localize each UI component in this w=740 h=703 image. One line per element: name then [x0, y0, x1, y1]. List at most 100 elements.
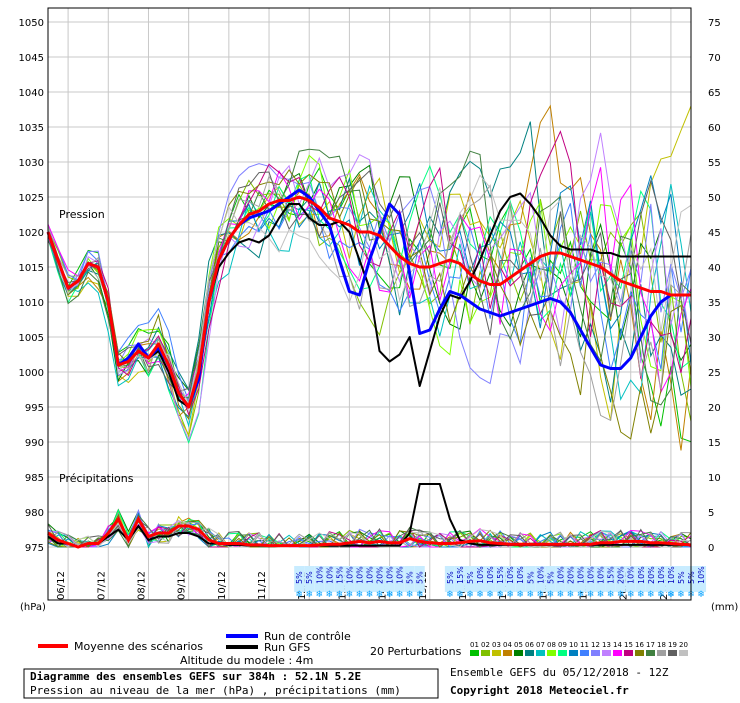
pressure-panel-label: Pression: [59, 208, 105, 221]
perturbation-swatch: [580, 650, 589, 656]
snow-percent: 5%: [466, 571, 475, 584]
precip-tick-label: 45: [708, 228, 721, 239]
perturbation-id: 11: [580, 641, 589, 649]
snow-percent: 5%: [526, 571, 535, 584]
snow-percent: 10%: [486, 566, 495, 584]
pressure-tick-label: 990: [25, 438, 44, 449]
snow-cell: [334, 566, 345, 592]
snow-cell: [314, 566, 325, 592]
snowflake-icon: ❄: [677, 590, 685, 600]
member-line: [47, 104, 692, 451]
perturbation-id: 04: [503, 641, 512, 649]
snow-percent: 20%: [617, 566, 626, 584]
pressure-tick-label: 1030: [19, 158, 44, 169]
perturbation-swatch: [613, 650, 622, 656]
snow-cell: [475, 566, 486, 592]
pressure-tick-label: 1010: [19, 298, 44, 309]
snow-cell: [414, 566, 425, 592]
snow-cell: [364, 566, 375, 592]
date-tick-label: 10/12: [217, 571, 228, 600]
member-line: [47, 179, 692, 438]
pressure-tick-labels: 975 980 985 990 995 1000 1005 1010 1015 1020 1025 1…: [19, 18, 44, 554]
precip-tick-label: 60: [708, 123, 721, 134]
snowflake-icon: ❄: [456, 590, 464, 600]
perturbation-swatch: [558, 650, 567, 656]
snow-cell: [294, 566, 305, 592]
snowflake-icon: ❄: [597, 590, 605, 600]
snow-percent: 20%: [376, 566, 385, 584]
snow-percent: 10%: [556, 566, 565, 584]
snowflake-icon: ❄: [396, 590, 404, 600]
run-info: Ensemble GEFS du 05/12/2018 - 12Z: [450, 666, 669, 679]
pressure-tick-label: 1005: [19, 333, 44, 344]
perturbation-id: 13: [602, 641, 611, 649]
snow-cell: [374, 566, 385, 592]
snowflake-icon: ❄: [376, 590, 384, 600]
legend-perturbations-label: 20 Perturbations: [370, 645, 462, 658]
snow-percent: 10%: [476, 566, 485, 584]
plot-frame: [47, 7, 692, 601]
snowflake-icon: ❄: [356, 590, 364, 600]
snow-cell: [304, 566, 315, 592]
snowflake-icon: ❄: [476, 590, 484, 600]
perturbation-swatch: [525, 650, 534, 656]
perturbation-swatch: [503, 650, 512, 656]
perturbation-swatch: [470, 650, 479, 656]
pressure-tick-label: 1025: [19, 193, 44, 204]
precip-tick-label: 10: [708, 473, 721, 484]
perturbation-id: 06: [525, 641, 534, 649]
snow-cell: [354, 566, 365, 592]
snowflake-icon: ❄: [627, 590, 635, 600]
snow-cell: [444, 566, 455, 592]
snow-cell: [696, 566, 707, 592]
snow-cell: [615, 566, 626, 592]
perturbation-id: 20: [679, 641, 688, 649]
mean-pressure-line: [46, 195, 691, 409]
snow-cell: [525, 566, 536, 592]
snow-cell: [635, 566, 646, 592]
snow-cell: [565, 566, 576, 592]
snowflake-icon: ❄: [366, 590, 374, 600]
member-line: [47, 169, 692, 440]
snow-percent: 10%: [315, 566, 324, 584]
snow-percent: 20%: [647, 566, 656, 584]
pressure-tick-label: 1050: [19, 18, 44, 29]
snowflake-icon: ❄: [697, 590, 705, 600]
pressure-tick-label: 985: [25, 473, 44, 484]
perturbation-swatch: [514, 650, 523, 656]
perturbation-id: 14: [613, 641, 622, 649]
snowflake-icon: ❄: [607, 590, 615, 600]
snow-cell: [384, 566, 395, 592]
precip-tick-label: 75: [708, 18, 721, 29]
pressure-tick-label: 1015: [19, 263, 44, 274]
snowflake-icon: ❄: [486, 590, 494, 600]
snow-percent: 15%: [335, 566, 344, 584]
precip-tick-label: 40: [708, 263, 721, 274]
snow-percent: 5%: [446, 571, 455, 584]
legend-mean-label: Moyenne des scénarios: [74, 640, 203, 653]
footer-box: [23, 668, 439, 699]
snow-percent: 10%: [697, 566, 706, 584]
snowflake-icon: ❄: [336, 590, 344, 600]
perturbation-id: 17: [646, 641, 655, 649]
snow-cell: [515, 566, 526, 592]
snow-percent: 5%: [546, 571, 555, 584]
snow-cell: [535, 566, 546, 592]
pressure-tick-label: 980: [25, 508, 44, 519]
snowflake-icon: ❄: [667, 590, 675, 600]
precip-tick-label: 65: [708, 88, 721, 99]
member-line: [47, 132, 692, 442]
snow-percent: 10%: [396, 566, 405, 584]
precip-tick-label: 50: [708, 193, 721, 204]
snow-percent: 10%: [325, 566, 334, 584]
snow-percent: 10%: [536, 566, 545, 584]
snow-cell: [404, 566, 415, 592]
snow-cell: [575, 566, 586, 592]
precip-tick-label: 15: [708, 438, 721, 449]
member-line: [47, 121, 692, 403]
snow-percent: 10%: [386, 566, 395, 584]
pressure-tick-label: 1035: [19, 123, 44, 134]
footer-title: Diagramme des ensembles GEFS sur 384h : …: [30, 670, 361, 683]
snowflake-icon: ❄: [386, 590, 394, 600]
